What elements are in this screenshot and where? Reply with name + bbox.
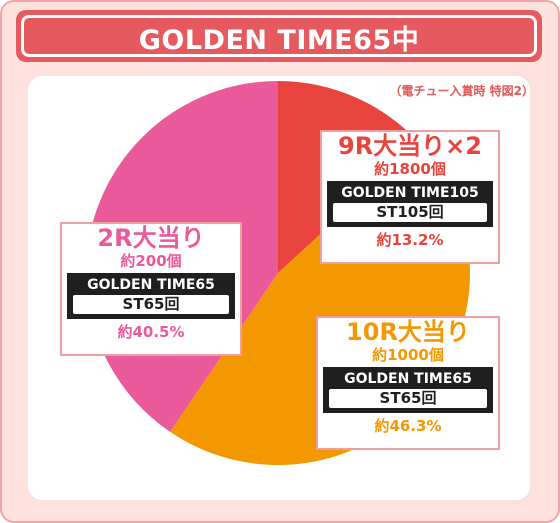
label-2r-st: ST65回 [73,295,229,314]
label-2r-amount: 約200個 [120,252,182,270]
label-10r: 10R大当り 約1000個 GOLDEN TIME65 ST65回 約46.3% [316,316,500,450]
label-9r-amount: 約1800個 [374,160,446,178]
chart-title: GOLDEN TIME65中 [138,25,420,56]
label-2r-title: 2R大当り [97,224,205,252]
label-9r-title: 9R大当り×2 [338,132,482,160]
title-banner: GOLDEN TIME65中 [16,10,542,62]
label-10r-amount: 約1000個 [372,346,444,364]
title-border [21,15,537,57]
label-9r-gt-box: GOLDEN TIME105 ST105回 [327,181,493,227]
label-9r-pct: 約13.2% [376,231,444,249]
label-10r-st: ST65回 [329,389,487,408]
label-2r-gt-box: GOLDEN TIME65 ST65回 [67,273,235,319]
label-2r-pct: 約40.5% [117,323,185,341]
label-9r-st: ST105回 [333,203,487,222]
label-10r-gt: GOLDEN TIME65 [344,371,472,387]
chart-note: （電チュー入賞時 特図2） [389,84,534,98]
label-10r-gt-box: GOLDEN TIME65 ST65回 [323,367,493,413]
label-10r-title: 10R大当り [346,318,470,346]
label-9r-gt: GOLDEN TIME105 [341,185,479,201]
label-10r-pct: 約46.3% [374,417,442,435]
label-9r: 9R大当り×2 約1800個 GOLDEN TIME105 ST105回 約13… [320,130,500,264]
label-2r-gt: GOLDEN TIME65 [87,277,215,293]
label-2r: 2R大当り 約200個 GOLDEN TIME65 ST65回 約40.5% [60,222,242,356]
